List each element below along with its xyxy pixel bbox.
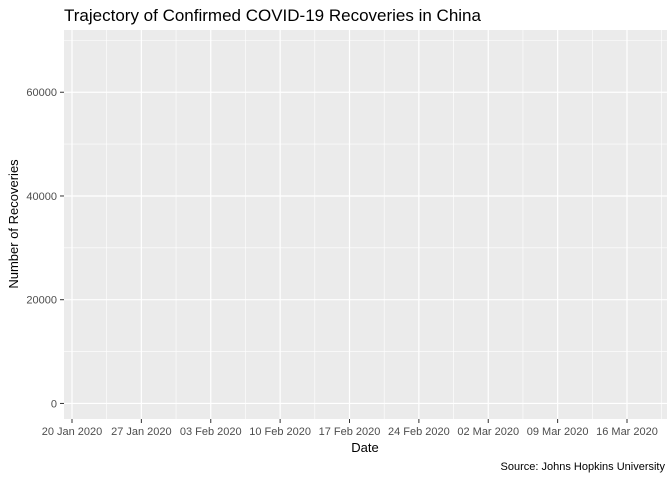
x-axis-label: Date [351,440,378,455]
x-tick-label: 20 Jan 2020 [42,426,103,438]
x-tick-label: 03 Feb 2020 [180,426,242,438]
y-axis: 0 20000 40000 60000 [26,87,64,410]
x-tick-label: 16 Mar 2020 [596,426,658,438]
x-tick-label: 27 Jan 2020 [111,426,172,438]
y-tick-label: 60000 [26,87,57,99]
x-tick-label: 02 Mar 2020 [457,426,519,438]
x-tick-label: 17 Feb 2020 [319,426,381,438]
x-tick-label: 09 Mar 2020 [527,426,589,438]
y-tick-label: 40000 [26,191,57,203]
chart-title: Trajectory of Confirmed COVID-19 Recover… [64,6,482,25]
plot-panel [64,30,667,419]
x-tick-label: 10 Feb 2020 [249,426,311,438]
x-axis: 20 Jan 2020 27 Jan 2020 03 Feb 2020 10 Feb … [42,419,658,438]
x-tick-label: 24 Feb 2020 [388,426,450,438]
source-caption: Source: Johns Hopkins University [501,461,666,473]
gridlines [64,30,667,419]
y-tick-label: 20000 [26,295,57,307]
y-tick-label: 0 [51,398,57,410]
y-axis-label: Number of Recoveries [6,159,21,289]
